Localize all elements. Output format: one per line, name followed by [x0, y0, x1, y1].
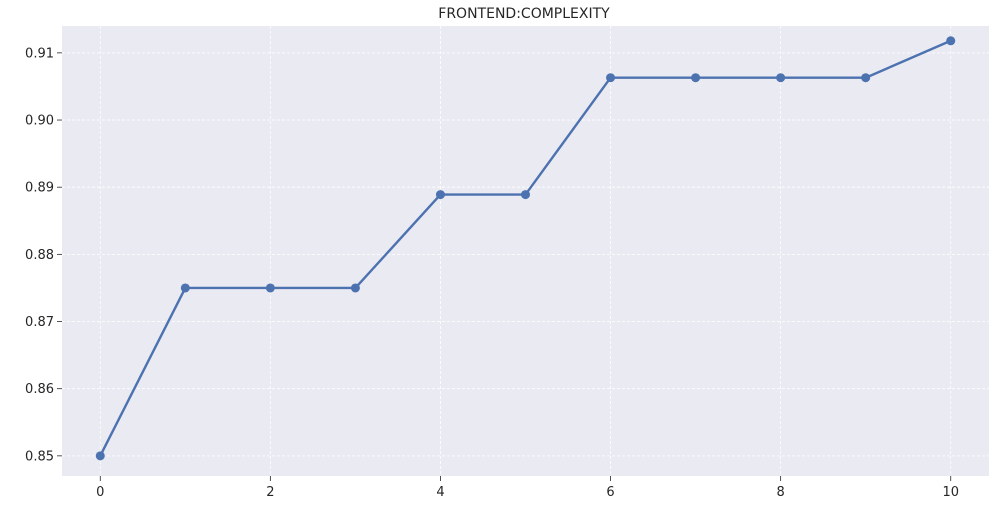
data-point [95, 451, 105, 461]
y-tick-label: 0.85 [25, 449, 54, 464]
series [95, 36, 956, 461]
data-point [946, 36, 956, 46]
grid [62, 26, 989, 476]
y-tick-label: 0.88 [25, 248, 54, 263]
data-point [265, 283, 275, 293]
data-point [435, 190, 445, 200]
data-point [521, 190, 530, 200]
data-point [776, 73, 786, 83]
x-tick-label: 8 [776, 485, 784, 500]
data-point [180, 283, 190, 293]
chart-title: FRONTEND:COMPLEXITY [438, 6, 610, 22]
x-axis: 0 2 4 6 8 10 [96, 476, 959, 500]
y-tick-label: 0.87 [25, 315, 54, 330]
x-tick-label: 2 [266, 485, 274, 500]
y-tick-label: 0.90 [25, 114, 54, 129]
y-tick-label: 0.89 [25, 181, 54, 196]
x-tick-label: 0 [96, 485, 104, 500]
data-point [350, 283, 360, 293]
data-point [606, 73, 616, 83]
x-tick-label: 6 [606, 485, 614, 500]
data-point [861, 73, 871, 83]
x-tick-label: 10 [942, 485, 959, 500]
data-point [691, 73, 701, 83]
y-tick-label: 0.91 [25, 46, 54, 61]
y-axis: 0.85 0.86 0.87 0.88 0.89 0.90 0.91 [25, 46, 62, 464]
y-tick-label: 0.86 [25, 382, 54, 397]
plot-area [62, 26, 989, 476]
x-tick-label: 4 [436, 485, 444, 500]
